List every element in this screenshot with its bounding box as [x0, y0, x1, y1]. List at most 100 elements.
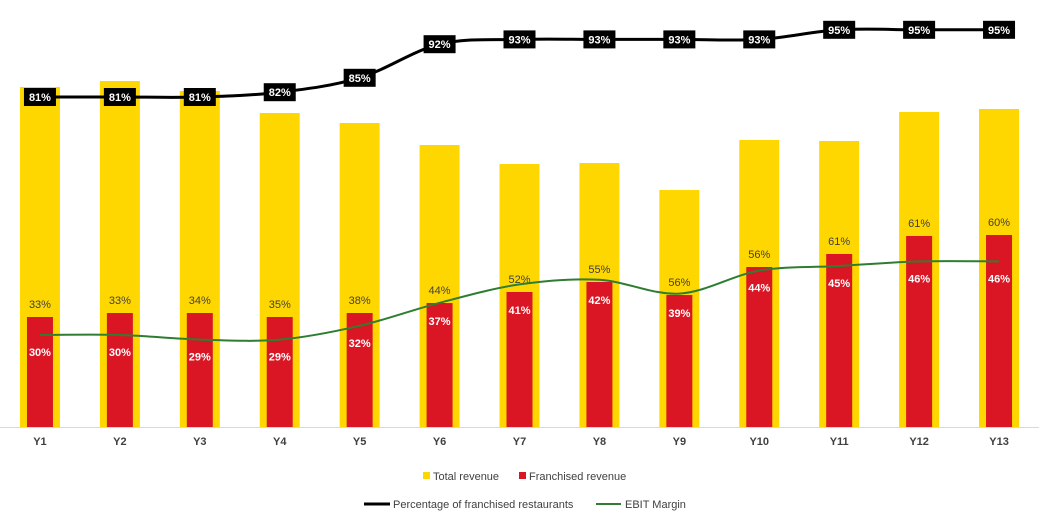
- franchised-restaurants-point: 95%: [983, 20, 1016, 39]
- legend-label-ebit-margin: EBIT Margin: [625, 499, 686, 511]
- ebit-margin-label: 39%: [668, 308, 690, 320]
- ebit-margin-label: 42%: [588, 295, 610, 307]
- legend-swatch-total-revenue: [423, 472, 430, 479]
- franchised-revenue-bar: [426, 303, 453, 427]
- ebit-margin-label: 29%: [269, 352, 291, 364]
- x-tick-label: Y6: [433, 436, 446, 448]
- franchised-revenue-bar: [746, 267, 773, 427]
- bars-group: 33% 33% 34% 35% 38%44%52%55%56%56%61%61% 60%: [19, 81, 1020, 427]
- point-label-box: [583, 30, 616, 49]
- point-label: 81%: [189, 92, 211, 104]
- franchised-restaurants-point: 93%: [583, 30, 616, 49]
- ebit-margin-line: [39, 260, 1000, 342]
- ebit-margin-label: 32%: [349, 338, 371, 350]
- point-label: 95%: [988, 25, 1010, 37]
- franchised-revenue-bar: [506, 292, 533, 427]
- x-tick-label: Y12: [909, 436, 929, 448]
- franchise-share-label: 38%: [349, 295, 371, 307]
- franchise-share-label: 35%: [269, 299, 291, 311]
- franchise-share-label: 55%: [588, 264, 610, 276]
- franchised-restaurants-point: 93%: [663, 30, 696, 49]
- franchise-share-label: 33%: [109, 295, 131, 307]
- point-label: 92%: [429, 39, 451, 51]
- legend-label-total-revenue: Total revenue: [433, 471, 499, 483]
- franchise-share-label: 56%: [668, 277, 690, 289]
- point-label: 93%: [748, 34, 770, 46]
- point-label: 82%: [269, 87, 291, 99]
- ebit-margin-label: 29%: [189, 352, 211, 364]
- franchise-share-label: 44%: [429, 285, 451, 297]
- ebit-margin-label: 30%: [109, 347, 131, 359]
- franchise-share-label: 60%: [988, 217, 1010, 229]
- franchised-restaurants-point: 95%: [903, 20, 936, 39]
- franchised-revenue-bar: [186, 313, 213, 427]
- point-label-box: [263, 83, 296, 102]
- franchise-share-label: 61%: [828, 236, 850, 248]
- point-label: 85%: [349, 73, 371, 85]
- x-tick-label: Y11: [830, 436, 849, 448]
- point-label-box: [743, 30, 776, 49]
- point-label-box: [103, 88, 136, 106]
- franchised-revenue-bar: [666, 295, 693, 427]
- point-label: 93%: [508, 34, 530, 46]
- franchised-restaurants-point: 92%: [423, 35, 456, 54]
- point-label: 81%: [29, 92, 51, 104]
- x-tick-label: Y1: [33, 436, 46, 448]
- franchise-share-label: 34%: [189, 295, 211, 307]
- point-label: 93%: [668, 34, 690, 46]
- x-tick-label: Y7: [513, 436, 526, 448]
- point-label: 95%: [828, 25, 850, 37]
- ebit-margin-label: 41%: [508, 305, 530, 317]
- legend: Total revenue Franchised revenue Percentag…: [364, 471, 686, 511]
- point-label: 81%: [109, 92, 131, 104]
- franchised-revenue-bar: [586, 282, 613, 427]
- ebit-margin-label: 44%: [748, 283, 770, 295]
- point-label-box: [423, 35, 456, 54]
- franchised-restaurants-point: 93%: [503, 30, 536, 49]
- ebit-margin-label: 45%: [828, 278, 850, 290]
- ebit-margin-label: 37%: [429, 316, 451, 328]
- legend-label-franchised-revenue: Franchised revenue: [529, 471, 626, 483]
- franchised-restaurants-point: 81%: [103, 88, 136, 106]
- franchised-restaurants-point: 81%: [23, 88, 56, 106]
- franchised-revenue-bar: [986, 235, 1013, 427]
- point-label-box: [23, 88, 56, 106]
- legend-swatch-franchised-revenue: [519, 472, 526, 479]
- ebit-margin-label: 46%: [908, 273, 930, 285]
- x-tick-label: Y3: [193, 436, 206, 448]
- franchised-restaurants-point: 81%: [183, 88, 216, 106]
- x-tick-label: Y4: [273, 436, 287, 448]
- point-label-box: [983, 20, 1016, 39]
- franchised-restaurants-point: 95%: [823, 20, 856, 39]
- franchised-revenue-bar: [906, 236, 933, 427]
- point-label-box: [823, 20, 856, 39]
- x-tick-label: Y10: [749, 436, 769, 448]
- franchised-restaurants-point: 82%: [263, 83, 296, 102]
- point-label-box: [183, 88, 216, 106]
- x-tick-label: Y2: [113, 436, 126, 448]
- franchise-share-label: 61%: [908, 218, 930, 230]
- franchised-restaurants-point: 85%: [343, 68, 376, 87]
- franchised-revenue-bar: [26, 317, 53, 427]
- point-label-box: [903, 20, 936, 39]
- x-tick-label: Y5: [353, 436, 366, 448]
- legend-label-franchised-restaurants: Percentage of franchised restaurants: [393, 499, 574, 511]
- ebit-margin-label: 46%: [988, 273, 1010, 285]
- ebit-margin-label: 30%: [29, 347, 51, 359]
- point-label-box: [663, 30, 696, 49]
- point-label-box: [503, 30, 536, 49]
- franchise-share-label: 56%: [748, 249, 770, 261]
- franchised-revenue-bar: [266, 317, 293, 427]
- x-tick-label: Y8: [593, 436, 606, 448]
- point-label: 95%: [908, 25, 930, 37]
- franchised-revenue-bar: [826, 254, 853, 427]
- franchised-restaurants-point: 93%: [743, 30, 776, 49]
- x-tick-label: Y13: [989, 436, 1009, 448]
- franchised-revenue-bar: [106, 313, 133, 427]
- franchise-share-label: 33%: [29, 299, 51, 311]
- point-label: 93%: [588, 34, 610, 46]
- x-tick-label: Y9: [673, 436, 686, 448]
- point-label-box: [343, 68, 376, 87]
